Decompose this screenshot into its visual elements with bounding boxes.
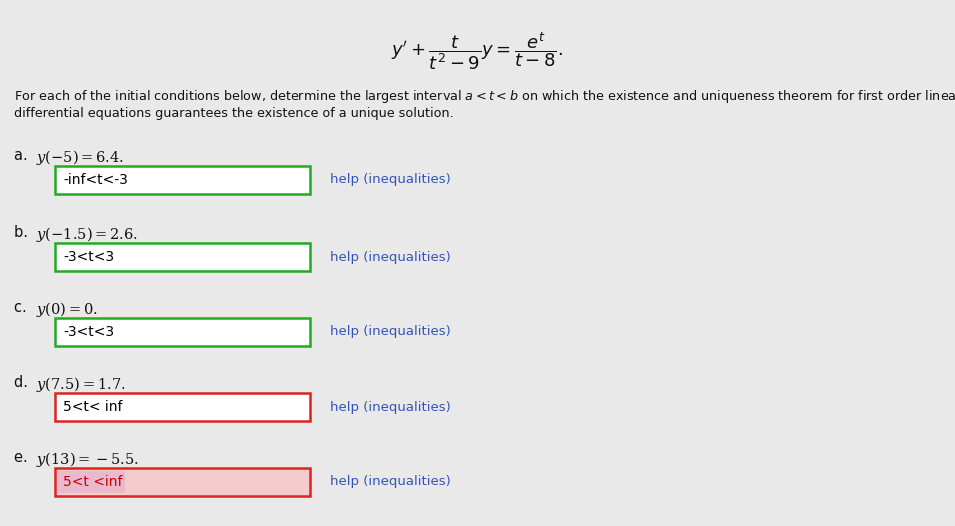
Text: -3<t<3: -3<t<3 (63, 250, 115, 264)
Text: help (inequalities): help (inequalities) (330, 174, 451, 187)
Text: help (inequalities): help (inequalities) (330, 400, 451, 413)
FancyBboxPatch shape (55, 243, 310, 271)
Text: help (inequalities): help (inequalities) (330, 476, 451, 489)
Text: c.: c. (14, 300, 32, 315)
FancyBboxPatch shape (55, 318, 310, 346)
Text: b.: b. (14, 225, 32, 240)
FancyBboxPatch shape (55, 468, 310, 496)
Text: -3<t<3: -3<t<3 (63, 325, 115, 339)
Text: $y(13) = −5.5.$: $y(13) = −5.5.$ (36, 450, 138, 469)
Text: help (inequalities): help (inequalities) (330, 326, 451, 339)
Text: 5<t< inf: 5<t< inf (63, 400, 122, 414)
Text: $y(−1.5) = 2.6.$: $y(−1.5) = 2.6.$ (36, 225, 138, 244)
Text: a.: a. (14, 148, 32, 163)
Text: d.: d. (14, 375, 32, 390)
Text: help (inequalities): help (inequalities) (330, 250, 451, 264)
FancyBboxPatch shape (55, 166, 310, 194)
Text: -inf<t<-3: -inf<t<-3 (63, 173, 128, 187)
Text: e.: e. (14, 450, 32, 465)
Text: $y' + \dfrac{t}{t^2 - 9}y = \dfrac{e^t}{t - 8}.$: $y' + \dfrac{t}{t^2 - 9}y = \dfrac{e^t}{… (391, 30, 563, 72)
Text: For each of the initial conditions below, determine the largest interval $a < t : For each of the initial conditions below… (14, 88, 955, 105)
Text: $y(7.5) = 1.7.$: $y(7.5) = 1.7.$ (36, 375, 126, 394)
FancyBboxPatch shape (55, 393, 310, 421)
Text: $y(0) = 0.$: $y(0) = 0.$ (36, 300, 97, 319)
FancyBboxPatch shape (57, 471, 125, 493)
Text: 5<t <inf: 5<t <inf (63, 475, 122, 489)
Text: differential equations guarantees the existence of a unique solution.: differential equations guarantees the ex… (14, 107, 454, 120)
Text: $y(−5) = 6.4.$: $y(−5) = 6.4.$ (36, 148, 124, 167)
